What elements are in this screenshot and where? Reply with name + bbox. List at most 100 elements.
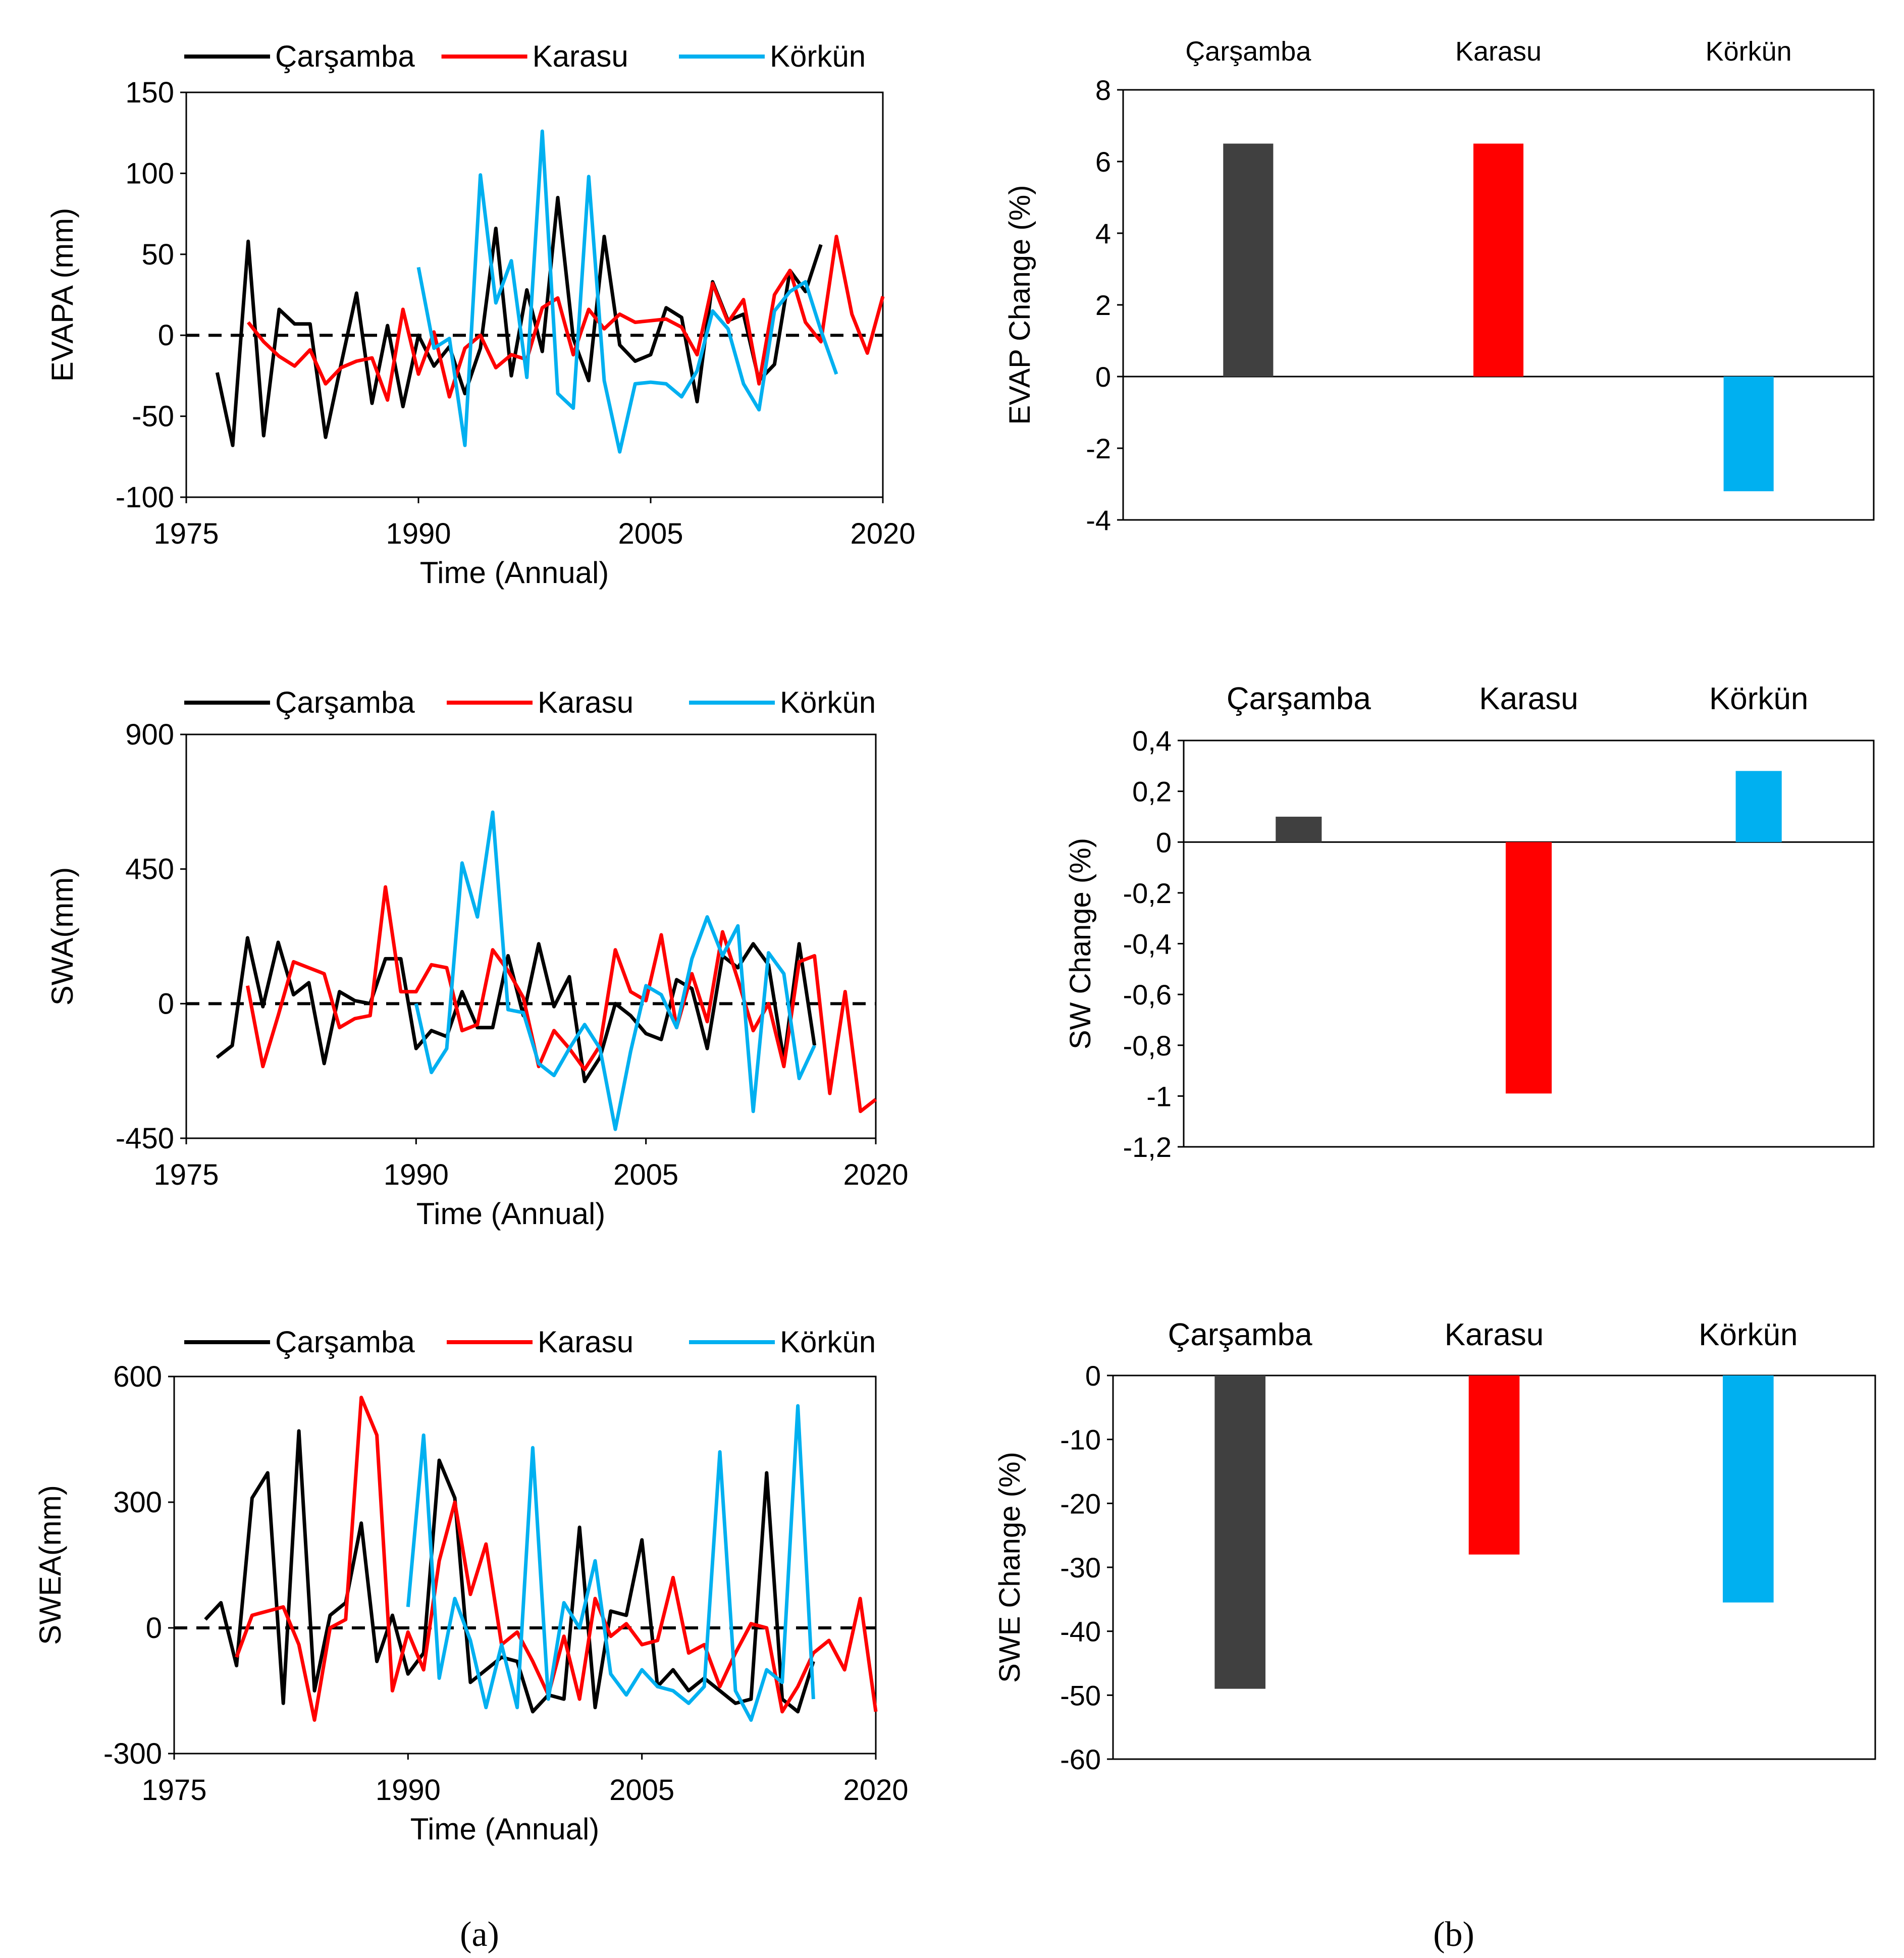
- y-tick-label: -0,8: [1123, 1030, 1172, 1062]
- series-line-karasu: [246, 235, 885, 402]
- y-tick-label: 6: [1095, 146, 1111, 178]
- y-tick-label: -50: [1060, 1679, 1101, 1711]
- x-tick-label: 2020: [843, 1158, 908, 1191]
- category-label-korkun: Körkün: [1706, 36, 1792, 67]
- x-tick-label: 1990: [376, 1774, 441, 1807]
- y-tick-label: 0: [158, 319, 174, 352]
- y-tick-label: 50: [141, 238, 174, 271]
- y-tick-label: -1,2: [1123, 1131, 1172, 1163]
- legend-label-carsamba: Çarşamba: [275, 685, 415, 719]
- plot-frame: [185, 91, 884, 498]
- sw-change-bar-chart: 0,4 0,2 0 -0,2 -0,4 -0,6 -0,8 -1 -1,2 SW Change (…: [1064, 681, 1875, 1163]
- y-tick-label: -0,6: [1123, 979, 1172, 1011]
- caption-a: (a): [460, 1915, 499, 1954]
- category-label-korkun: Körkün: [1699, 1317, 1797, 1352]
- x-tick-label: 1990: [386, 517, 451, 550]
- bar-korkun: [1723, 377, 1774, 492]
- series-line-korkun: [416, 129, 838, 454]
- y-tick-label: -4: [1086, 504, 1111, 536]
- y-tick-label: 0: [158, 987, 174, 1020]
- bar-korkun: [1723, 1375, 1774, 1603]
- legend-label-karasu: Karasu: [538, 685, 633, 719]
- category-label-karasu: Karasu: [1479, 681, 1578, 716]
- y-tick-label: 150: [125, 76, 174, 109]
- bar-carsamba: [1223, 143, 1274, 377]
- legend-label-carsamba: Çarşamba: [275, 39, 415, 73]
- legend-label-korkun: Körkün: [780, 1325, 876, 1359]
- x-tick-label: 1975: [153, 1158, 219, 1191]
- y-axis-label: EVAPA (mm): [45, 208, 79, 382]
- y-tick-label: 0: [1156, 826, 1172, 858]
- plot-frame: [185, 733, 877, 1139]
- x-tick-label: 1975: [153, 517, 219, 550]
- y-tick-label: -20: [1060, 1488, 1101, 1519]
- y-tick-label: -0,2: [1123, 877, 1172, 909]
- y-axis-label: EVAP Change (%): [1003, 185, 1036, 425]
- y-tick-label: -1: [1146, 1080, 1172, 1112]
- evap-change-bar-chart: 8 6 4 2 0 -2 -4 EVAP Change (%) Çarşamba Karasu Kö…: [1003, 36, 1875, 536]
- swe-change-bar-chart: 0 -10 -20 -30 -40 -50 -60 SWE Change (%) Çarşamb…: [993, 1317, 1876, 1775]
- y-tick-label: -40: [1060, 1616, 1101, 1648]
- series-line-karasu: [235, 1396, 878, 1722]
- x-tick-label: 2020: [843, 1774, 908, 1807]
- series-line-korkun: [414, 810, 816, 1131]
- y-tick-label: -10: [1060, 1424, 1101, 1456]
- x-tick-label: 1975: [141, 1774, 206, 1807]
- x-tick-label: 2005: [613, 1158, 678, 1191]
- category-label-karasu: Karasu: [1445, 1317, 1544, 1352]
- y-tick-label: 0,4: [1132, 725, 1172, 757]
- category-label-korkun: Körkün: [1709, 681, 1808, 716]
- category-label-carsamba: Çarşamba: [1227, 681, 1371, 716]
- x-axis-label: Time (Annual): [416, 1197, 606, 1231]
- y-axis-label: SWEA(mm): [33, 1485, 67, 1645]
- legend-label-carsamba: Çarşamba: [275, 1325, 415, 1359]
- y-axis-label: SW Change (%): [1064, 838, 1097, 1049]
- category-label-carsamba: Çarşamba: [1185, 36, 1311, 67]
- caption-b: (b): [1433, 1915, 1474, 1954]
- x-axis-label: Time (Annual): [420, 556, 609, 590]
- y-tick-label: 0,2: [1132, 776, 1172, 808]
- y-tick-label: -50: [132, 400, 174, 433]
- series-line-carsamba: [204, 1429, 815, 1714]
- x-tick-label: 2005: [609, 1774, 674, 1807]
- y-tick-label: -450: [116, 1122, 174, 1155]
- x-tick-label: 2020: [850, 517, 915, 550]
- y-tick-label: 2: [1095, 289, 1111, 321]
- y-tick-label: -300: [103, 1737, 162, 1770]
- y-tick-label: 8: [1095, 74, 1111, 106]
- bar-karasu: [1473, 143, 1524, 377]
- y-tick-label: 100: [125, 157, 174, 190]
- x-axis-label: Time (Annual): [410, 1812, 600, 1846]
- plot-frame: [173, 1375, 877, 1755]
- y-tick-label: -30: [1060, 1552, 1101, 1583]
- y-axis-label: SWE Change (%): [993, 1452, 1026, 1683]
- series-line-korkun: [406, 1404, 815, 1722]
- legend-label-korkun: Körkün: [770, 39, 866, 73]
- bar-carsamba: [1214, 1375, 1265, 1689]
- y-tick-label: 600: [113, 1360, 162, 1393]
- y-tick-label: 0: [146, 1612, 162, 1645]
- y-tick-label: 0: [1085, 1360, 1101, 1392]
- bar-karasu: [1468, 1375, 1520, 1555]
- x-tick-label: 1990: [384, 1158, 449, 1191]
- category-label-karasu: Karasu: [1455, 36, 1542, 67]
- y-tick-label: 0: [1095, 361, 1111, 393]
- legend-label-karasu: Karasu: [533, 39, 628, 73]
- legend-label-karasu: Karasu: [538, 1325, 633, 1359]
- y-tick-label: -2: [1086, 433, 1111, 464]
- bar-carsamba: [1276, 816, 1322, 842]
- y-tick-label: 450: [125, 853, 174, 886]
- y-tick-label: -0,4: [1123, 928, 1172, 960]
- legend-label-korkun: Körkün: [780, 685, 876, 719]
- y-tick-label: 900: [125, 718, 174, 751]
- y-tick-label: -100: [116, 481, 174, 514]
- y-axis-label: SWA(mm): [45, 867, 79, 1006]
- bar-korkun: [1735, 771, 1782, 842]
- swea-line-chart: 600 300 0 -300 1975 1990 2005 2020 Time (Annual)…: [33, 1325, 909, 1846]
- y-tick-label: 300: [113, 1486, 162, 1519]
- category-label-carsamba: Çarşamba: [1168, 1317, 1313, 1352]
- y-tick-label: 4: [1095, 218, 1111, 249]
